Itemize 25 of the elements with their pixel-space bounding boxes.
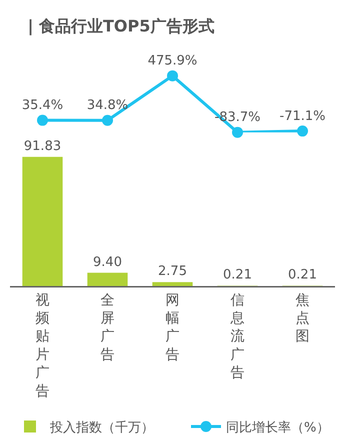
data-label: -71.1% bbox=[280, 108, 326, 124]
bar bbox=[152, 282, 193, 286]
x-tick-label: 焦点图 bbox=[296, 292, 310, 345]
point bbox=[297, 126, 308, 137]
legend-label: 同比增长率（%） bbox=[226, 420, 330, 436]
data-label: 0.21 bbox=[288, 268, 317, 283]
bar bbox=[87, 272, 128, 286]
x-tick-label: 网幅广告 bbox=[166, 292, 180, 363]
point bbox=[37, 114, 48, 126]
chart-title: | 食品行业TOP5广告形式 bbox=[28, 16, 214, 36]
point bbox=[102, 114, 113, 126]
legend-label: 投入指数（千万） bbox=[49, 420, 154, 436]
x-tick-label: 信息流广告 bbox=[230, 292, 244, 382]
data-label: 91.83 bbox=[24, 138, 62, 154]
point bbox=[232, 126, 243, 138]
data-label: 475.9% bbox=[148, 54, 198, 69]
point bbox=[167, 70, 178, 82]
data-label: 0.21 bbox=[223, 268, 252, 283]
data-label: 2.75 bbox=[158, 264, 187, 280]
data-label: 34.8% bbox=[86, 98, 128, 114]
x-tick-label: 全屏广告 bbox=[100, 292, 114, 363]
data-label: 35.4% bbox=[22, 98, 64, 114]
x-tick-label: 视频贴片广告 bbox=[36, 292, 50, 400]
bar bbox=[22, 156, 63, 286]
data-label: 9.40 bbox=[93, 254, 122, 270]
